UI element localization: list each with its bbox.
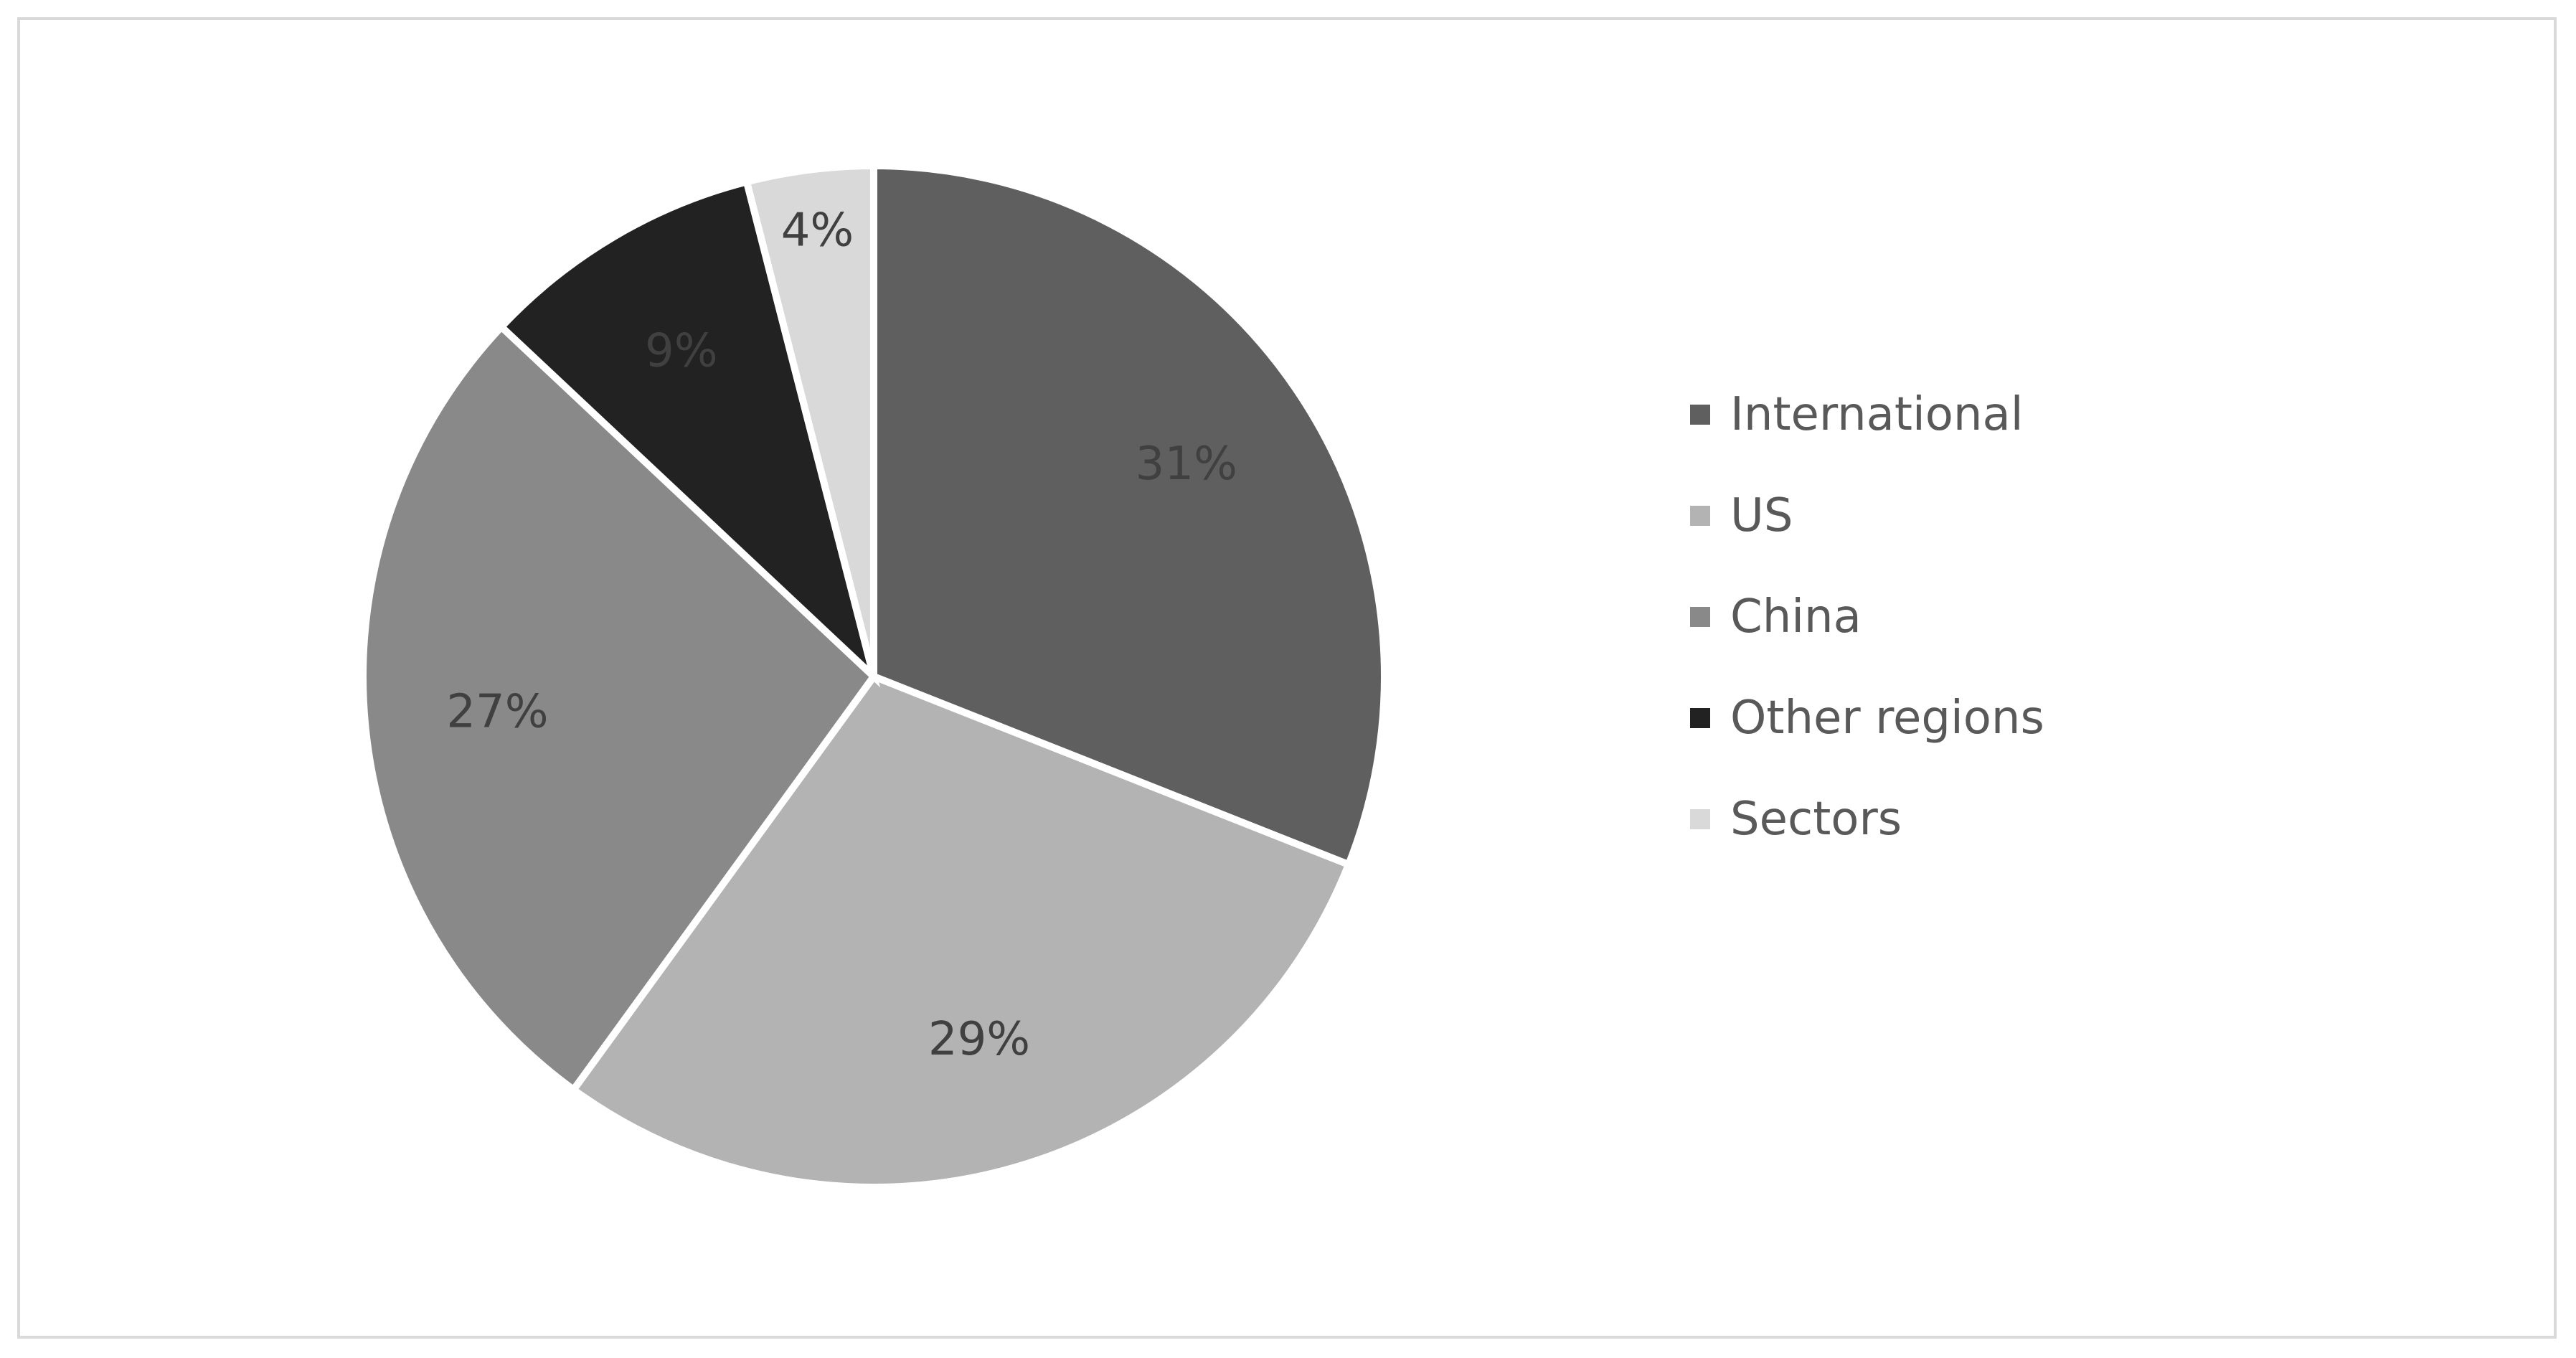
legend-label-china: China [1730,590,1862,643]
legend-swatch-international [1690,405,1710,425]
legend-item-china: China [1690,590,1862,643]
legend-swatch-us [1690,506,1710,526]
data-label-china: 27% [446,686,548,739]
data-label-sectors: 4% [781,204,854,257]
data-label-other-regions: 9% [645,324,718,377]
pie-slices [359,161,1388,1191]
legend-swatch-other-regions [1690,708,1710,728]
legend-label-other-regions: Other regions [1730,692,2044,745]
pie-slice-other-regions [496,177,881,688]
legend-item-sectors: Sectors [1690,793,1902,846]
legend-label-us: US [1730,489,1793,542]
legend-swatch-china [1690,607,1710,627]
legend-item-us: US [1690,489,1793,542]
chart-legend: International US China Other regions Sectors [1690,388,2044,846]
pie-data-labels: 31% 29% 27% 9% 4% [446,204,1237,1066]
data-label-international: 31% [1136,438,1237,491]
legend-label-sectors: Sectors [1730,793,1902,846]
pie-slice-sectors [742,161,877,678]
pie-slice-international [870,161,1388,869]
legend-item-international: International [1690,388,2023,441]
legend-label-international: International [1730,388,2023,441]
legend-swatch-sectors [1690,809,1710,829]
data-label-us: 29% [928,1013,1030,1066]
pie-slice-us [568,671,1354,1191]
pie-slice-china [359,321,879,1095]
legend-item-other-regions: Other regions [1690,692,2044,745]
